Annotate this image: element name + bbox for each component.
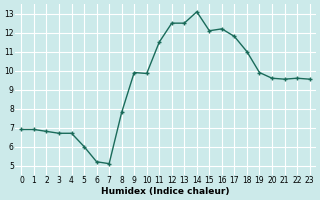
X-axis label: Humidex (Indice chaleur): Humidex (Indice chaleur) [101, 187, 230, 196]
